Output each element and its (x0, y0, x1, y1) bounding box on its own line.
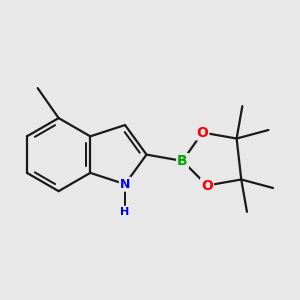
Text: B: B (177, 154, 188, 168)
Text: H: H (120, 207, 130, 217)
Text: O: O (201, 178, 213, 193)
Text: O: O (196, 125, 208, 140)
Text: N: N (120, 178, 130, 191)
